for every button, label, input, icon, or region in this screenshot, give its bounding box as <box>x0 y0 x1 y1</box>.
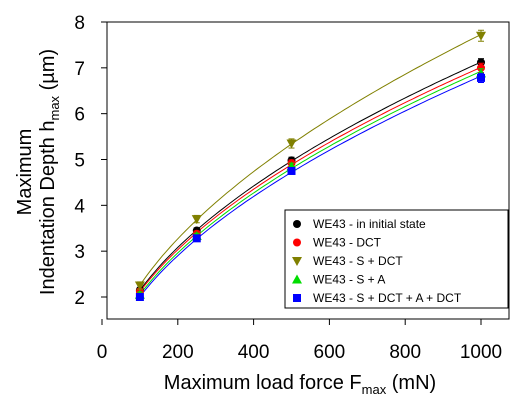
plot-frame <box>106 21 510 320</box>
legend-marker <box>293 238 301 247</box>
y-tick-label: 6 <box>74 105 85 126</box>
y-tick-label: 5 <box>74 151 85 172</box>
legend-label: WE43 - in initial state <box>313 217 426 231</box>
y-tick-label: 2 <box>74 288 85 309</box>
legend-marker <box>293 294 301 302</box>
y-axis-title-sub: max <box>47 95 62 120</box>
plot-area: 0 200 400 600 800 1000 2 3 4 5 6 7 8 WE43 - in initia… <box>74 13 510 363</box>
data-point-series-2 <box>476 31 486 41</box>
x-axis-title-main: Maximum load force F <box>164 372 362 394</box>
legend-label: WE43 - DCT <box>313 236 382 250</box>
legend-box <box>284 209 509 309</box>
x-tick-label: 800 <box>389 342 421 363</box>
x-tick-label: 0 <box>97 342 108 363</box>
data-point-series-4 <box>477 73 485 82</box>
y-tick-label: 7 <box>74 59 85 80</box>
x-axis-title-unit: (mN) <box>386 372 436 394</box>
legend-label: WE43 - S + DCT <box>313 254 403 268</box>
y-axis-title-main: Indentation Depth h <box>37 121 59 296</box>
legend-label: WE43 - S + DCT + A + DCT <box>313 291 462 305</box>
y-tick-label: 4 <box>74 196 85 217</box>
x-axis-title: Maximum load force Fmax (mN) <box>164 372 436 394</box>
y-tick-label: 3 <box>74 242 85 263</box>
legend-marker <box>292 257 302 266</box>
data-point-series-4 <box>135 293 144 301</box>
y-tick-label: 8 <box>74 13 85 34</box>
data-point-series-2 <box>134 281 145 291</box>
data-point-series-4 <box>192 234 201 243</box>
legend-marker <box>292 274 302 284</box>
data-point-series-4 <box>287 166 296 175</box>
x-axis-title-sub: max <box>362 382 387 394</box>
data-point-series-0 <box>477 58 485 67</box>
x-tick-label: 400 <box>238 342 270 363</box>
x-tick-label: 200 <box>162 342 194 363</box>
data-point-series-1 <box>477 63 485 72</box>
legend-marker <box>293 220 301 228</box>
y-axis-title-line2: Indentation Depth hmax (µm) <box>37 49 62 295</box>
legend-label: WE43 - S + A <box>313 273 385 287</box>
y-axis-title-line1: Maximum <box>14 129 36 216</box>
data-point-series-2 <box>191 215 202 225</box>
y-axis-title-unit: (µm) <box>37 49 59 96</box>
data-point-series-2 <box>286 139 297 149</box>
x-tick-label: 600 <box>314 342 346 363</box>
legend: WE43 - in initial state WE43 - DCT WE43 - … <box>284 209 509 309</box>
x-tick-label: 1000 <box>460 342 502 363</box>
